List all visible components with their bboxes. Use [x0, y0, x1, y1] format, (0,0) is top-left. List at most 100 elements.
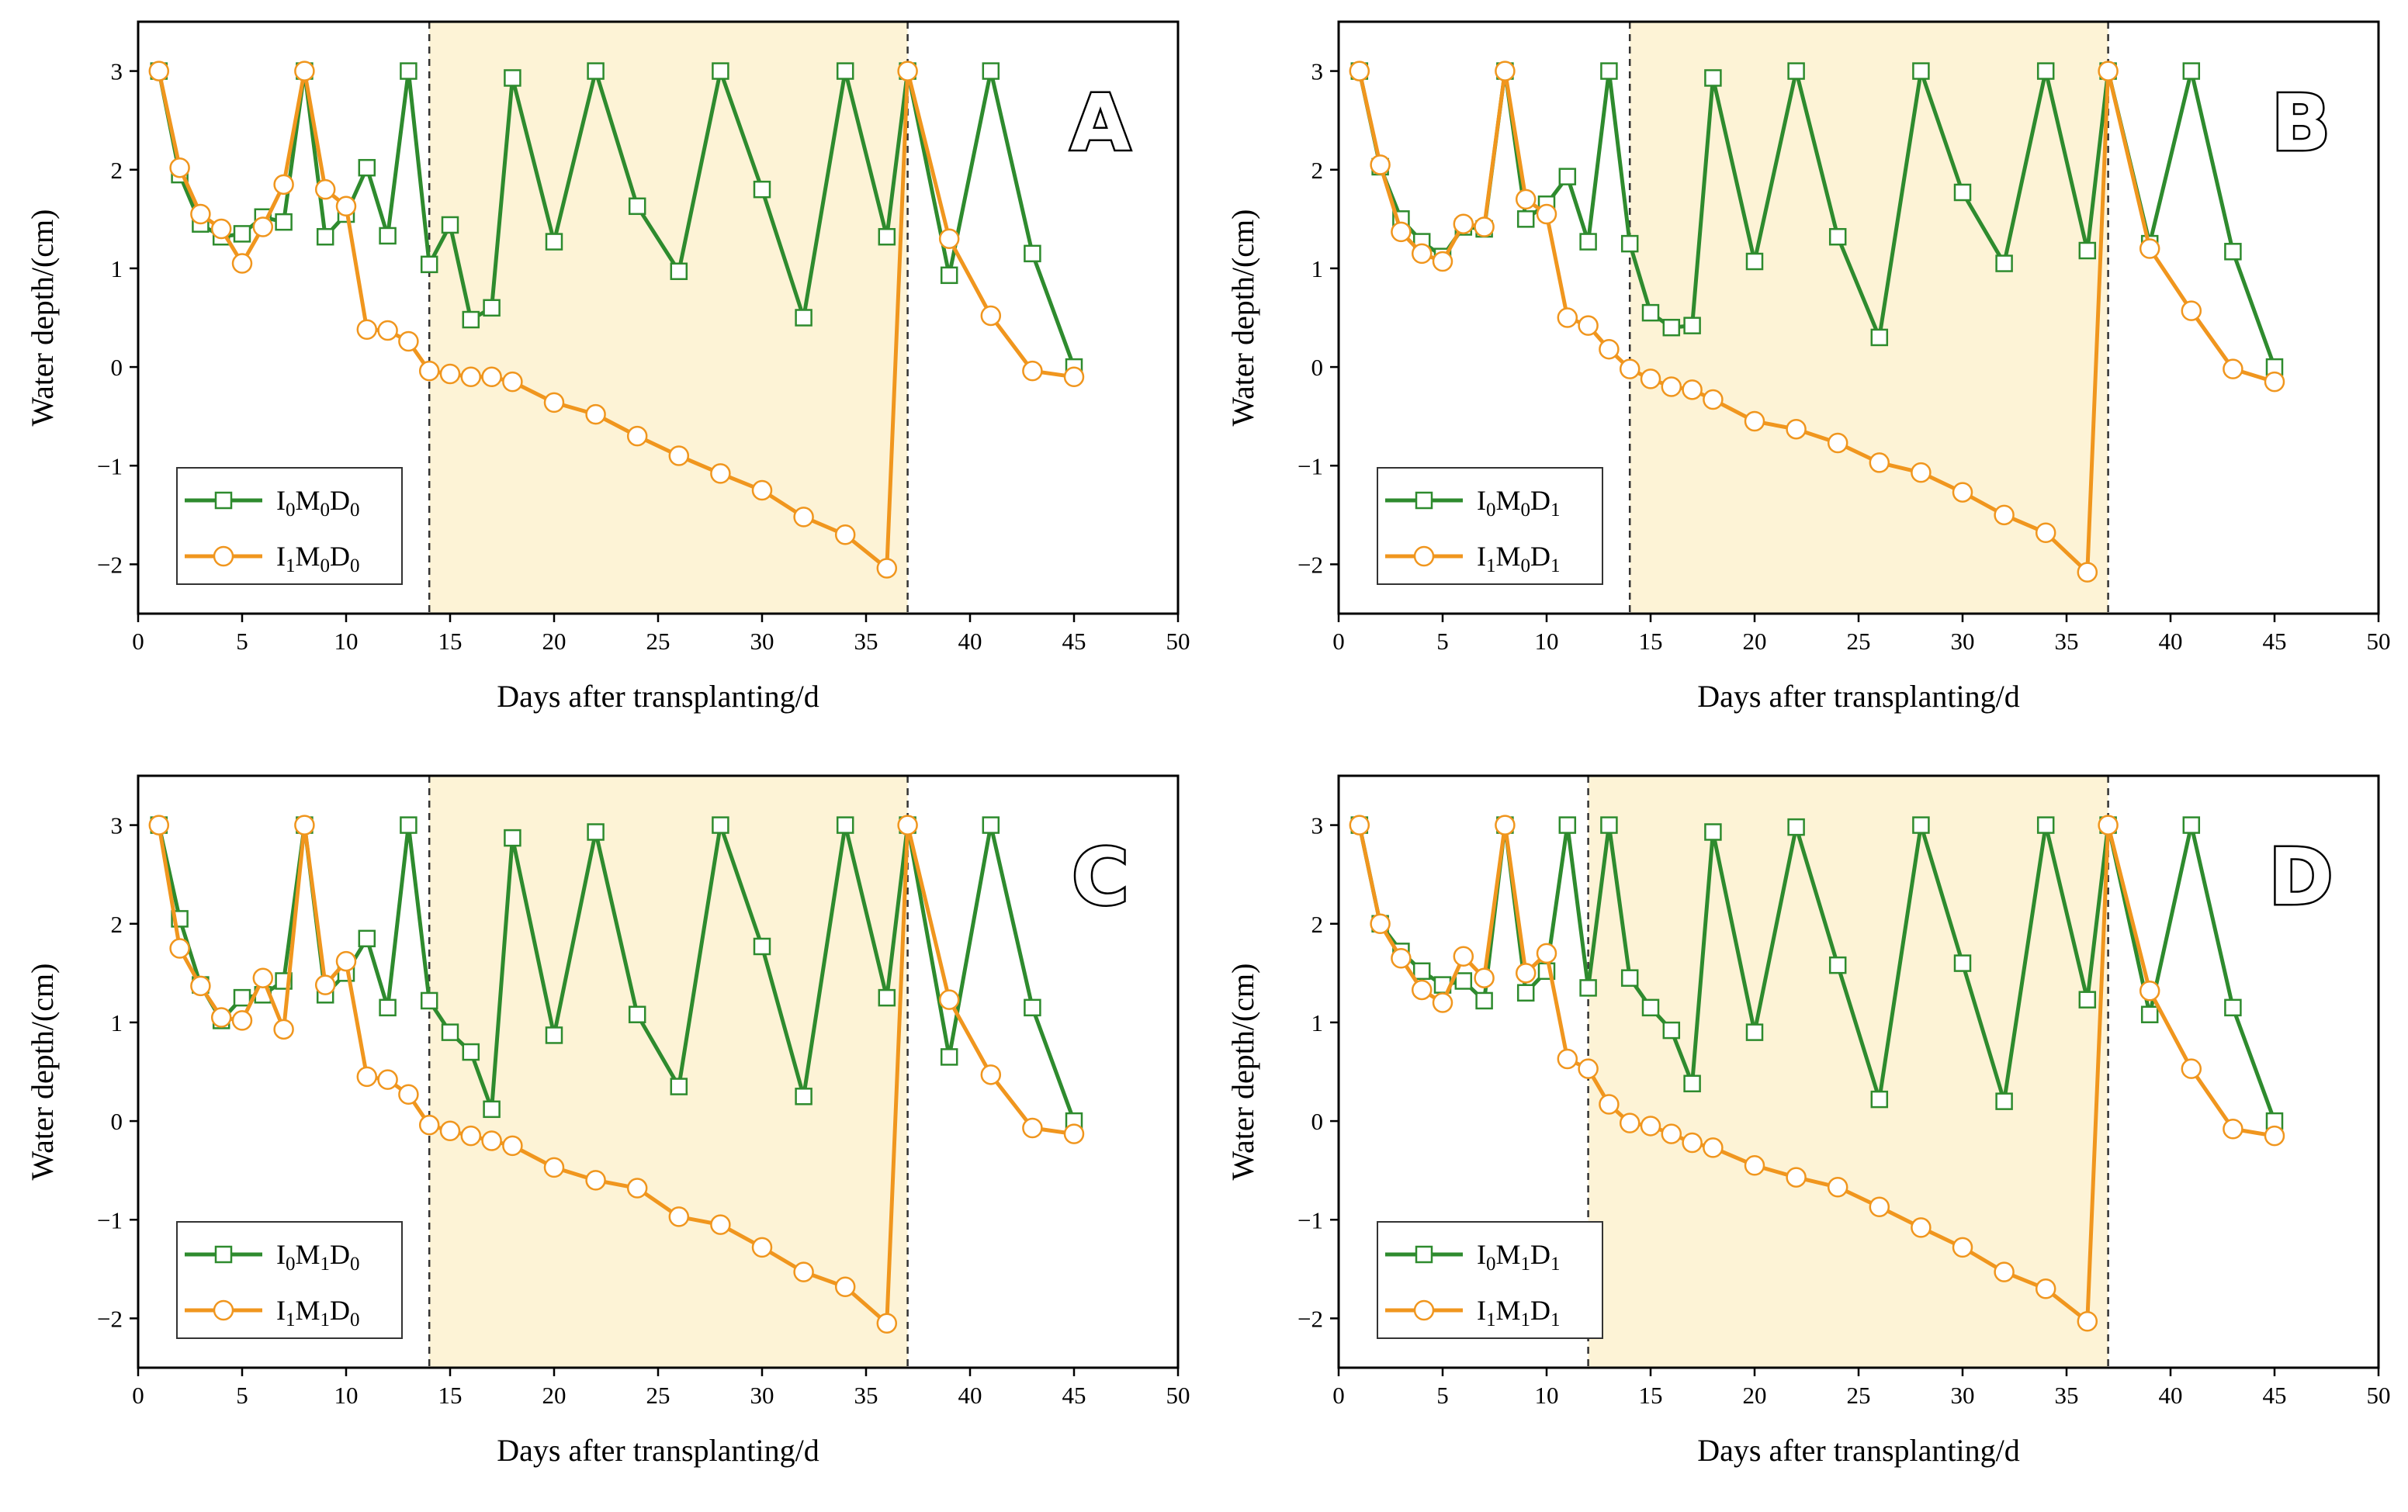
legend-subscript: 1: [320, 1254, 331, 1275]
data-point: [1557, 1048, 1578, 1070]
data-point: [876, 1313, 898, 1334]
data-point: [273, 174, 294, 195]
data-point: [1995, 254, 2013, 272]
y-tick-label: 1: [111, 1009, 123, 1036]
data-point: [1558, 168, 1577, 185]
data-point: [710, 1214, 731, 1235]
legend-box: [1377, 1221, 1603, 1339]
legend-label: I0M1D0: [276, 1239, 360, 1275]
data-point: [585, 403, 606, 425]
data-point: [2098, 815, 2119, 836]
x-tick-label: 40: [958, 1382, 982, 1409]
y-axis-title: Water depth/(cm): [25, 964, 60, 1181]
x-tick-label: 50: [1166, 628, 1190, 655]
data-point: [878, 988, 896, 1007]
legend-marker: [214, 491, 233, 510]
data-point: [2139, 980, 2160, 1002]
x-tick-label: 30: [750, 628, 774, 655]
data-point: [231, 253, 253, 274]
y-tick-label: −1: [1298, 452, 1323, 479]
legend-letter: I: [1477, 1239, 1486, 1270]
data-point: [1454, 972, 1473, 990]
data-point: [668, 1206, 690, 1227]
data-point: [940, 266, 958, 285]
data-point: [836, 816, 854, 834]
data-point: [1745, 252, 1764, 271]
legend-subscript: 0: [350, 500, 360, 521]
data-point: [2264, 371, 2285, 393]
y-tick-label: 3: [1311, 812, 1324, 839]
y-tick-label: −1: [97, 1206, 123, 1233]
legend-letter: I: [1477, 1295, 1486, 1326]
data-point: [1953, 183, 1972, 202]
data-point: [938, 989, 960, 1010]
x-tick-label: 10: [1535, 628, 1559, 655]
x-tick-label: 15: [1639, 628, 1663, 655]
x-tick-label: 25: [1847, 628, 1871, 655]
data-point: [1641, 998, 1660, 1017]
legend-letter: M: [1496, 1239, 1521, 1270]
legend-letter: D: [1530, 485, 1550, 516]
data-point: [1870, 1090, 1889, 1109]
data-point: [1704, 69, 1722, 87]
data-point: [1745, 1023, 1764, 1041]
data-point: [314, 974, 336, 995]
legend-letter: D: [1530, 541, 1550, 572]
data-point: [668, 445, 690, 466]
data-point: [1391, 948, 1412, 969]
legend-subscript: 1: [320, 1310, 331, 1330]
shaded-period: [1588, 776, 2108, 1368]
x-tick-label: 45: [2263, 628, 2287, 655]
legend-label: I0M0D1: [1477, 485, 1561, 521]
data-point: [1063, 366, 1085, 388]
legend-letter: M: [1496, 1295, 1521, 1326]
data-point: [1995, 1092, 2013, 1110]
data-point: [1619, 1112, 1641, 1133]
data-point: [1661, 1123, 1682, 1144]
y-axis-title: Water depth/(cm): [1225, 964, 1260, 1181]
legend-subscript: 0: [350, 555, 360, 576]
data-point: [439, 1120, 461, 1142]
x-tick-label: 35: [854, 628, 878, 655]
data-point: [1453, 213, 1474, 234]
legend-subscript: 1: [1550, 500, 1561, 521]
data-point: [897, 61, 918, 81]
data-point: [1640, 1116, 1661, 1137]
x-tick-label: 10: [1535, 1382, 1559, 1409]
data-point: [356, 319, 378, 341]
legend-letter: I: [276, 1295, 286, 1326]
legend-box: [1377, 467, 1603, 585]
legend-entry-i1m1d0: I1M1D0: [185, 1295, 360, 1330]
data-point: [504, 829, 521, 847]
legend-label: I1M0D1: [1477, 541, 1561, 576]
data-point: [1682, 1132, 1703, 1154]
data-point: [335, 195, 357, 217]
data-point: [1474, 216, 1495, 237]
data-point: [481, 366, 502, 388]
data-point: [1786, 1167, 1807, 1188]
data-point: [2264, 1125, 2285, 1147]
data-point: [504, 69, 521, 87]
data-point: [543, 392, 565, 413]
x-tick-label: 35: [854, 1382, 878, 1409]
y-tick-label: 2: [111, 911, 123, 938]
x-tick-label: 25: [646, 628, 670, 655]
legend-marker: [213, 1299, 234, 1321]
data-point: [441, 216, 459, 234]
x-tick-label: 10: [334, 1382, 359, 1409]
legend-entry-i1m1d1: I1M1D1: [1385, 1295, 1561, 1330]
data-point: [231, 1010, 253, 1031]
y-tick-label: 0: [111, 1108, 123, 1135]
data-point: [1453, 946, 1474, 967]
data-point: [2078, 991, 2097, 1009]
data-point: [712, 816, 729, 834]
axes-frame: [1337, 20, 2380, 615]
legend-subscript: 1: [1486, 1310, 1496, 1330]
data-point: [418, 360, 440, 382]
data-point: [836, 62, 854, 80]
legend-letter: D: [330, 541, 350, 572]
data-point: [1952, 482, 1973, 503]
data-point: [502, 371, 523, 393]
